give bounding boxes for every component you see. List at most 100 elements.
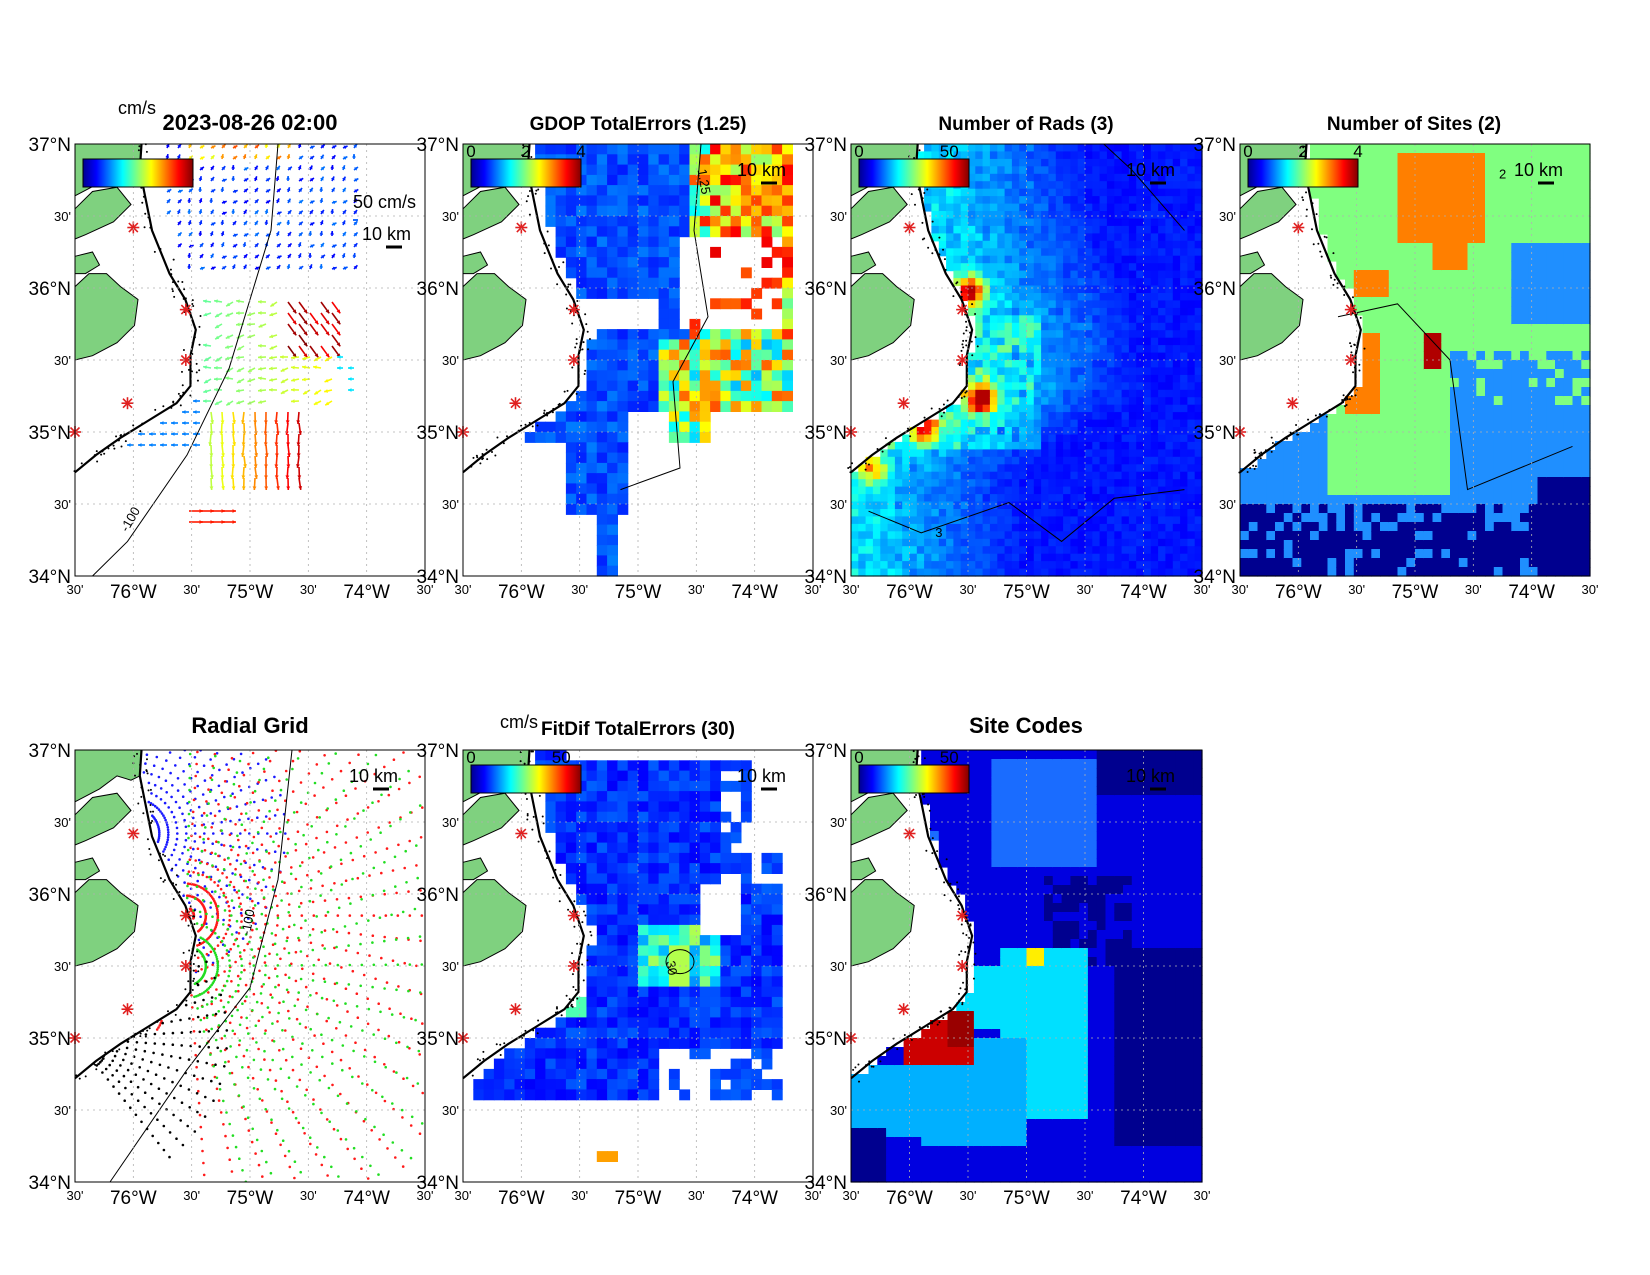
count-cell — [1165, 248, 1174, 257]
error-cell — [565, 246, 577, 258]
count-cell — [997, 263, 1006, 272]
count-cell — [1180, 538, 1188, 547]
site-count-cell — [1406, 450, 1416, 460]
site-count-cell — [1520, 207, 1530, 217]
site-count-cell — [1528, 468, 1539, 478]
count-cell — [975, 188, 984, 197]
count-cell — [997, 509, 1006, 517]
site-count-cell — [1406, 153, 1416, 163]
current-vector — [309, 312, 319, 325]
error-cell — [648, 257, 660, 268]
count-cell — [1165, 523, 1174, 532]
error-cell — [761, 226, 773, 238]
count-cell — [968, 516, 976, 525]
site-count-cell — [1502, 540, 1512, 550]
count-cell — [982, 196, 991, 205]
site-count-cell — [1476, 513, 1486, 523]
count-cell — [975, 263, 984, 272]
site-count-cell — [1441, 144, 1451, 154]
current-vector — [235, 311, 245, 315]
error-cell — [627, 288, 639, 299]
site-count-cell — [1537, 342, 1547, 352]
current-vector — [213, 299, 223, 304]
error-cell — [648, 329, 660, 340]
current-vector — [298, 312, 308, 325]
count-cell — [931, 188, 940, 197]
site-count-cell — [1450, 306, 1460, 316]
coast-dot — [894, 438, 897, 441]
count-cell — [1011, 404, 1020, 413]
site-count-cell — [1336, 153, 1346, 163]
count-cell — [997, 419, 1006, 428]
count-cell — [1026, 240, 1035, 249]
count-cell — [1077, 367, 1086, 376]
count-cell — [916, 546, 925, 555]
count-cell — [1048, 322, 1057, 331]
count-cell — [865, 523, 874, 532]
current-vector — [232, 411, 237, 425]
site-count-cell — [1528, 459, 1539, 469]
current-vector — [275, 175, 280, 182]
error-cell — [576, 288, 588, 299]
site-count-cell — [1467, 405, 1477, 415]
count-cell — [1158, 546, 1166, 555]
current-vector — [298, 199, 304, 204]
site-count-cell — [1537, 261, 1547, 271]
site-count-cell — [1502, 333, 1512, 343]
count-cell — [1099, 360, 1108, 368]
count-cell — [1048, 367, 1057, 376]
error-cell — [586, 432, 598, 443]
error-cell — [627, 236, 639, 248]
count-cell — [975, 330, 984, 339]
site-count-cell — [1371, 171, 1381, 181]
error-cell — [761, 195, 773, 207]
site-count-cell — [1450, 162, 1460, 172]
coast-dot — [524, 423, 527, 426]
count-cell — [1019, 382, 1028, 391]
site-count-cell — [1537, 558, 1547, 568]
current-vector — [253, 433, 258, 447]
site-count-cell — [1415, 567, 1425, 577]
error-cell — [607, 411, 618, 423]
current-vector — [182, 421, 189, 425]
current-vector — [331, 345, 341, 358]
error-cell — [679, 226, 691, 238]
current-vector — [280, 389, 289, 395]
site-count-cell — [1397, 180, 1407, 190]
count-cell — [909, 427, 918, 435]
count-cell — [1150, 300, 1159, 309]
count-cell — [1041, 412, 1049, 421]
count-cell — [1099, 486, 1108, 495]
site-count-cell — [1266, 495, 1276, 505]
site-count-cell — [1450, 549, 1460, 559]
count-cell — [1026, 538, 1035, 547]
count-cell — [924, 144, 932, 152]
count-cell — [1033, 456, 1042, 465]
count-cell — [1136, 173, 1145, 182]
site-count-cell — [1292, 468, 1302, 478]
error-cell — [555, 236, 567, 248]
count-cell — [887, 494, 896, 503]
site-count-cell — [1397, 423, 1407, 433]
count-cell — [1011, 255, 1020, 264]
count-cell — [1033, 471, 1042, 480]
site-count-cell — [1450, 459, 1460, 469]
site-count-cell — [1415, 540, 1425, 550]
count-cell — [1128, 501, 1137, 510]
error-cell — [720, 174, 732, 186]
site-count-cell — [1476, 225, 1486, 235]
error-cell — [617, 174, 629, 186]
count-cell — [1128, 412, 1137, 421]
site-count-cell — [1388, 468, 1399, 478]
lon-tick-label: 30' — [1194, 582, 1211, 597]
count-cell — [1026, 263, 1035, 272]
site-count-cell — [1450, 315, 1460, 325]
current-vector — [220, 466, 225, 480]
count-cell — [968, 360, 976, 368]
count-cell — [1187, 151, 1196, 160]
coast-dot — [913, 156, 916, 159]
coast-dot — [525, 200, 528, 203]
count-cell — [872, 464, 881, 473]
site-count-cell — [1493, 450, 1504, 460]
count-cell — [1085, 345, 1093, 354]
